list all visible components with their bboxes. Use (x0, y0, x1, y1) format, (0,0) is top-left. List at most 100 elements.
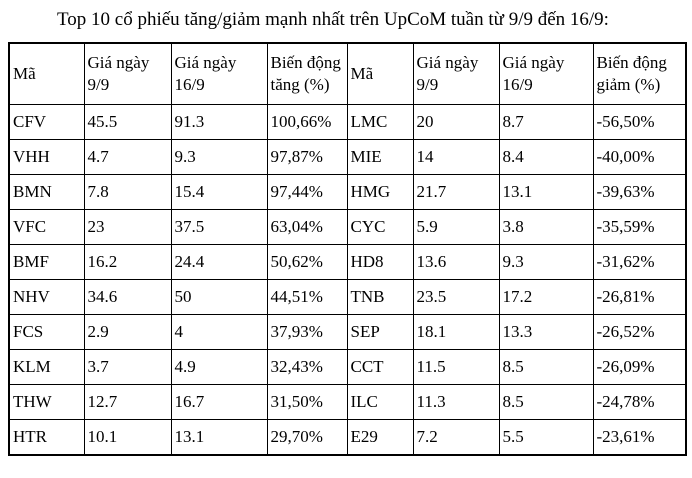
table-row: BMN 7.8 15.4 97,44% HMG 21.7 13.1 -39,63% (8, 174, 687, 211)
losers-price-9-9-cell: 18.1 (412, 314, 500, 351)
table-row: KLM 3.7 4.9 32,43% CCT 11.5 8.5 -26,09% (8, 349, 687, 386)
gainers-symbol-cell: BMF (8, 244, 85, 281)
losers-price-16-9-cell: 17.2 (498, 279, 594, 316)
gainers-price-16-9-cell: 4.9 (170, 349, 268, 386)
gainers-change-cell: 31,50% (266, 384, 348, 421)
gainers-change-cell: 50,62% (266, 244, 348, 281)
gainers-price-9-9-cell: 23 (83, 209, 172, 246)
header-losers-change: Biến động giảm (%) (592, 42, 687, 106)
gainers-price-9-9-cell: 12.7 (83, 384, 172, 421)
gainers-change-cell: 97,87% (266, 139, 348, 176)
table-row: CFV 45.5 91.3 100,66% LMC 20 8.7 -56,50% (8, 104, 687, 141)
gainers-symbol-cell: KLM (8, 349, 85, 386)
losers-change-cell: -35,59% (592, 209, 687, 246)
gainers-price-9-9-cell: 16.2 (83, 244, 172, 281)
losers-price-9-9-cell: 23.5 (412, 279, 500, 316)
losers-price-16-9-cell: 9.3 (498, 244, 594, 281)
gainers-price-9-9-cell: 2.9 (83, 314, 172, 351)
gainers-price-16-9-cell: 37.5 (170, 209, 268, 246)
losers-change-cell: -26,52% (592, 314, 687, 351)
losers-price-9-9-cell: 13.6 (412, 244, 500, 281)
losers-price-16-9-cell: 13.3 (498, 314, 594, 351)
losers-price-16-9-cell: 3.8 (498, 209, 594, 246)
gainers-change-cell: 29,70% (266, 419, 348, 456)
gainers-change-cell: 97,44% (266, 174, 348, 211)
gainers-price-9-9-cell: 34.6 (83, 279, 172, 316)
losers-price-9-9-cell: 11.5 (412, 349, 500, 386)
losers-price-9-9-cell: 14 (412, 139, 500, 176)
losers-change-cell: -56,50% (592, 104, 687, 141)
losers-price-16-9-cell: 8.5 (498, 384, 594, 421)
gainers-change-cell: 63,04% (266, 209, 348, 246)
document-page: Top 10 cổ phiếu tăng/giảm mạnh nhất trên… (0, 9, 692, 478)
table-row: NHV 34.6 50 44,51% TNB 23.5 17.2 -26,81% (8, 279, 687, 316)
gainers-symbol-cell: FCS (8, 314, 85, 351)
losers-symbol-cell: HD8 (346, 244, 414, 281)
gainers-change-cell: 32,43% (266, 349, 348, 386)
losers-symbol-cell: ILC (346, 384, 414, 421)
gainers-price-16-9-cell: 4 (170, 314, 268, 351)
table-header-row: Mã Giá ngày 9/9 Giá ngày 16/9 Biến động … (8, 42, 687, 106)
losers-symbol-cell: LMC (346, 104, 414, 141)
gainers-price-16-9-cell: 24.4 (170, 244, 268, 281)
table-row: THW 12.7 16.7 31,50% ILC 11.3 8.5 -24,78% (8, 384, 687, 421)
gainers-price-16-9-cell: 15.4 (170, 174, 268, 211)
losers-symbol-cell: SEP (346, 314, 414, 351)
gainers-price-9-9-cell: 3.7 (83, 349, 172, 386)
header-losers-symbol: Mã (346, 42, 414, 106)
losers-price-9-9-cell: 7.2 (412, 419, 500, 456)
gainers-price-16-9-cell: 16.7 (170, 384, 268, 421)
gainers-price-16-9-cell: 13.1 (170, 419, 268, 456)
losers-price-9-9-cell: 11.3 (412, 384, 500, 421)
losers-symbol-cell: CYC (346, 209, 414, 246)
losers-price-9-9-cell: 5.9 (412, 209, 500, 246)
losers-symbol-cell: E29 (346, 419, 414, 456)
losers-symbol-cell: MIE (346, 139, 414, 176)
gainers-symbol-cell: BMN (8, 174, 85, 211)
gainers-price-16-9-cell: 50 (170, 279, 268, 316)
losers-price-16-9-cell: 13.1 (498, 174, 594, 211)
losers-price-16-9-cell: 8.7 (498, 104, 594, 141)
losers-symbol-cell: HMG (346, 174, 414, 211)
gainers-price-9-9-cell: 7.8 (83, 174, 172, 211)
losers-price-9-9-cell: 20 (412, 104, 500, 141)
gainers-price-9-9-cell: 4.7 (83, 139, 172, 176)
gainers-price-16-9-cell: 9.3 (170, 139, 268, 176)
losers-change-cell: -24,78% (592, 384, 687, 421)
header-gainers-symbol: Mã (8, 42, 85, 106)
losers-price-16-9-cell: 8.4 (498, 139, 594, 176)
gainers-symbol-cell: VHH (8, 139, 85, 176)
header-losers-price-9-9: Giá ngày 9/9 (412, 42, 500, 106)
header-losers-price-16-9: Giá ngày 16/9 (498, 42, 594, 106)
page-title: Top 10 cổ phiếu tăng/giảm mạnh nhất trên… (57, 9, 609, 30)
losers-change-cell: -40,00% (592, 139, 687, 176)
header-gainers-price-16-9: Giá ngày 16/9 (170, 42, 268, 106)
stocks-table: Mã Giá ngày 9/9 Giá ngày 16/9 Biến động … (8, 41, 687, 456)
losers-price-9-9-cell: 21.7 (412, 174, 500, 211)
table-row: VHH 4.7 9.3 97,87% MIE 14 8.4 -40,00% (8, 139, 687, 176)
gainers-change-cell: 37,93% (266, 314, 348, 351)
gainers-symbol-cell: VFC (8, 209, 85, 246)
gainers-symbol-cell: CFV (8, 104, 85, 141)
gainers-price-16-9-cell: 91.3 (170, 104, 268, 141)
gainers-symbol-cell: THW (8, 384, 85, 421)
gainers-price-9-9-cell: 10.1 (83, 419, 172, 456)
gainers-price-9-9-cell: 45.5 (83, 104, 172, 141)
header-gainers-change: Biến động tăng (%) (266, 42, 348, 106)
losers-change-cell: -31,62% (592, 244, 687, 281)
gainers-symbol-cell: HTR (8, 419, 85, 456)
losers-change-cell: -26,81% (592, 279, 687, 316)
losers-price-16-9-cell: 5.5 (498, 419, 594, 456)
losers-price-16-9-cell: 8.5 (498, 349, 594, 386)
losers-change-cell: -39,63% (592, 174, 687, 211)
table-row: VFC 23 37.5 63,04% CYC 5.9 3.8 -35,59% (8, 209, 687, 246)
header-gainers-price-9-9: Giá ngày 9/9 (83, 42, 172, 106)
table-row: HTR 10.1 13.1 29,70% E29 7.2 5.5 -23,61% (8, 419, 687, 456)
losers-symbol-cell: CCT (346, 349, 414, 386)
gainers-change-cell: 44,51% (266, 279, 348, 316)
table-row: FCS 2.9 4 37,93% SEP 18.1 13.3 -26,52% (8, 314, 687, 351)
table-row: BMF 16.2 24.4 50,62% HD8 13.6 9.3 -31,62% (8, 244, 687, 281)
gainers-symbol-cell: NHV (8, 279, 85, 316)
gainers-change-cell: 100,66% (266, 104, 348, 141)
losers-change-cell: -23,61% (592, 419, 687, 456)
